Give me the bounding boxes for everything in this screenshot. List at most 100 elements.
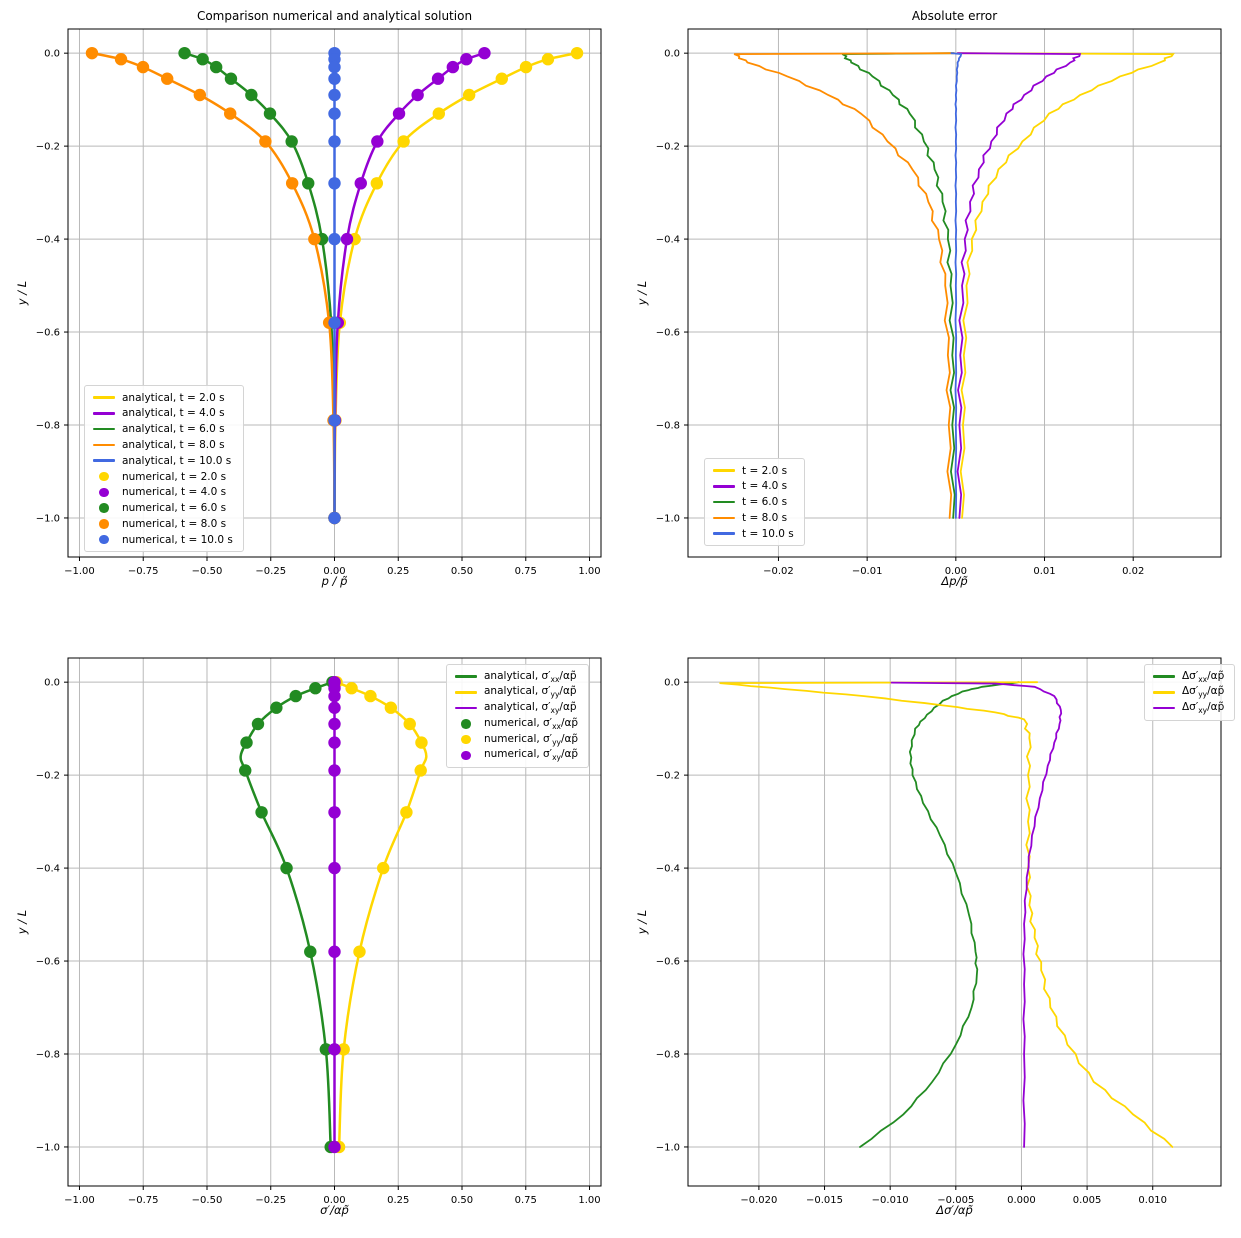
svg-text:−0.8: −0.8 (36, 1050, 60, 1061)
legend-item: analytical, t = 4.0 s (93, 407, 233, 420)
legend-dot-swatch (455, 750, 477, 761)
legend-label: Δσ′yy/αp̃ (1182, 685, 1225, 700)
numerical-dots (328, 46, 584, 525)
series-group (733, 52, 1175, 519)
legend-item: t = 8.0 s (713, 511, 794, 524)
svg-text:−0.02: −0.02 (763, 566, 794, 577)
legend-item: numerical, t = 8.0 s (93, 517, 233, 530)
svg-text:−0.8: −0.8 (656, 1050, 680, 1061)
legend-item: Δσ′yy/αp̃ (1153, 685, 1225, 700)
svg-text:−1.0: −1.0 (656, 1142, 680, 1153)
chart-title: Absolute error (911, 9, 998, 23)
svg-text:0.02: 0.02 (1122, 566, 1144, 577)
legend-label: Δσ′xy/αp̃ (1182, 701, 1225, 716)
legend-line-swatch (1153, 691, 1175, 694)
svg-text:−0.25: −0.25 (255, 1195, 286, 1206)
tick-labels: −0.020 −0.015 −0.010 −0.005 0.000 0.005 0.010 0… (656, 678, 1167, 1206)
svg-text:0.75: 0.75 (515, 1195, 537, 1206)
legend-item: analytical, t = 10.0 s (93, 454, 233, 467)
analytical-curve (719, 681, 1174, 1148)
legend-dot-swatch (455, 734, 477, 745)
svg-text:0.01: 0.01 (1033, 566, 1055, 577)
subplot-absolute-error-stress: −0.020 −0.015 −0.010 −0.005 0.000 0.005 0.010 0… (620, 619, 1240, 1238)
legend-label: numerical, σ′xy/αp̃ (484, 748, 579, 763)
legend-line-swatch (713, 532, 735, 536)
legend-item: numerical, σ′yy/αp̃ (455, 732, 579, 747)
analytical-curve (733, 52, 955, 519)
legend-line-swatch (93, 459, 115, 463)
svg-text:0.0: 0.0 (664, 678, 680, 689)
legend-item: Δσ′xy/αp̃ (1153, 701, 1225, 716)
series-group (239, 675, 428, 1154)
svg-text:0.25: 0.25 (387, 1195, 409, 1206)
svg-text:−0.2: −0.2 (656, 771, 680, 782)
subplot-comparison-stress: −1.00 −0.75 −0.50 −0.25 0.00 0.25 0.50 0.75 1.00… (0, 619, 620, 1238)
legend-dot-swatch (93, 487, 115, 498)
legend-label: numerical, σ′yy/αp̃ (484, 732, 579, 747)
x-axis-label: σ′/αp̃ (320, 1203, 349, 1217)
legend-label: analytical, t = 10.0 s (122, 454, 232, 467)
legend-line-swatch (1153, 675, 1175, 678)
svg-text:−0.01: −0.01 (852, 566, 883, 577)
x-axis-label: p / p̃ (321, 574, 348, 588)
svg-text:0.50: 0.50 (451, 566, 473, 577)
legend-label: t = 10.0 s (742, 527, 794, 540)
svg-text:−0.4: −0.4 (36, 864, 60, 875)
tick-labels: −0.02 −0.01 0.00 0.01 0.02 0.0 −0.2 −0.4 −0.6 −0.… (656, 49, 1145, 577)
legend-line-swatch (93, 427, 115, 431)
y-axis-label: y / L (635, 280, 649, 306)
legend-label: analytical, σ′xx/αp̃ (484, 669, 577, 684)
legend-item: analytical, t = 2.0 s (93, 391, 233, 404)
legend-label: Δσ′xx/αp̃ (1182, 669, 1225, 684)
svg-text:0.010: 0.010 (1138, 1195, 1167, 1206)
svg-text:0.50: 0.50 (451, 1195, 473, 1206)
svg-text:−1.0: −1.0 (36, 513, 60, 524)
legend-line-swatch (713, 469, 735, 472)
x-axis-label: Δp/p̃ (941, 574, 968, 588)
svg-text:1.00: 1.00 (578, 566, 600, 577)
svg-text:0.00: 0.00 (323, 566, 345, 577)
svg-text:−0.6: −0.6 (36, 328, 60, 339)
legend-line-swatch (455, 691, 477, 694)
legend-line-swatch (713, 500, 735, 504)
legend-line-swatch (713, 516, 735, 520)
y-axis-label: y / L (15, 909, 29, 935)
svg-text:−0.005: −0.005 (937, 1195, 974, 1206)
legend-label: numerical, σ′xx/αp̃ (484, 716, 579, 731)
svg-text:−0.50: −0.50 (192, 566, 223, 577)
legend-item: numerical, σ′xy/αp̃ (455, 748, 579, 763)
svg-text:0.25: 0.25 (387, 566, 409, 577)
svg-text:0.00: 0.00 (323, 1195, 345, 1206)
series-group (719, 681, 1174, 1148)
legend-stress-error: Δσ′xx/αp̃ Δσ′yy/αp̃ Δσ′xy/αp̃ (1144, 664, 1236, 721)
plot-area-pressure: −1.00 −0.75 −0.50 −0.25 0.00 0.25 0.50 0.75 1.00… (36, 28, 602, 577)
legend-dot-swatch (93, 534, 115, 545)
legend-label: numerical, t = 2.0 s (122, 470, 227, 483)
legend-label: t = 8.0 s (742, 511, 788, 524)
svg-text:−0.4: −0.4 (656, 864, 680, 875)
svg-text:−0.4: −0.4 (656, 235, 680, 246)
y-axis-label: y / L (15, 280, 29, 306)
legend-item: analytical, σ′yy/αp̃ (455, 685, 578, 700)
analytical-curve (890, 681, 1063, 1148)
legend-label: analytical, σ′yy/αp̃ (484, 685, 577, 700)
series-group (85, 46, 584, 525)
legend-pressure-error: t = 2.0 s t = 4.0 s t = 6.0 s t = 8.0 s t = … (704, 458, 805, 547)
legend-label: analytical, t = 8.0 s (122, 438, 225, 451)
svg-text:−0.4: −0.4 (36, 235, 60, 246)
subplot-absolute-error-pressure: −0.02 −0.01 0.00 0.01 0.02 0.0 −0.2 −0.4 −0.6 −0.… (620, 0, 1240, 619)
svg-text:−0.8: −0.8 (656, 421, 680, 432)
subplot-comparison-pressure: −1.00 −0.75 −0.50 −0.25 0.00 0.25 0.50 0.75 1.00… (0, 0, 620, 619)
analytical-curve (841, 52, 956, 519)
axes-spines (687, 28, 1222, 558)
svg-text:−0.2: −0.2 (656, 142, 680, 153)
analytical-curve (333, 51, 579, 520)
legend-item: analytical, t = 6.0 s (93, 423, 233, 436)
svg-text:1.00: 1.00 (578, 1195, 600, 1206)
analytical-curve (956, 52, 1082, 519)
plot-area-stress: −1.00 −0.75 −0.50 −0.25 0.00 0.25 0.50 0.75 1.00… (36, 657, 602, 1206)
svg-text:−0.75: −0.75 (128, 1195, 159, 1206)
svg-text:−1.00: −1.00 (64, 1195, 95, 1206)
legend-label: numerical, t = 4.0 s (122, 486, 227, 499)
